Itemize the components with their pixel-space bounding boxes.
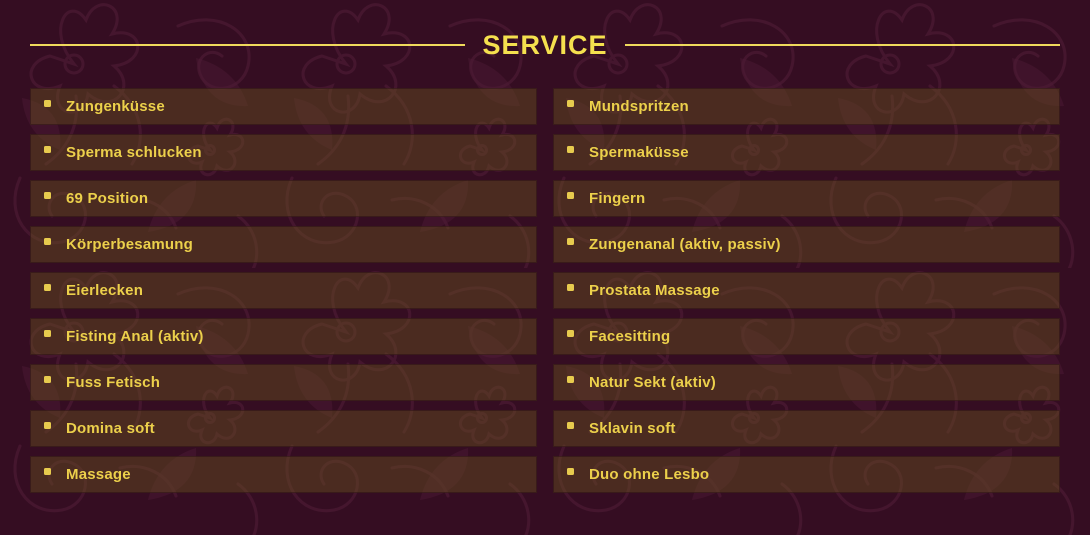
- service-item-label: Domina soft: [66, 420, 155, 437]
- service-item: Facesitting: [553, 318, 1060, 355]
- service-item: Zungenküsse: [30, 88, 537, 125]
- service-item-label: Duo ohne Lesbo: [589, 466, 710, 483]
- square-bullet-icon: [567, 284, 574, 291]
- service-columns: Zungenküsse Sperma schlucken 69 Position…: [30, 88, 1060, 502]
- service-item-label: Zungenküsse: [66, 98, 165, 115]
- service-list-left: Zungenküsse Sperma schlucken 69 Position…: [30, 88, 537, 502]
- square-bullet-icon: [567, 422, 574, 429]
- service-item-label: Sperma schlucken: [66, 144, 202, 161]
- service-item: Fisting Anal (aktiv): [30, 318, 537, 355]
- service-item-label: Fuss Fetisch: [66, 374, 161, 391]
- page-title: SERVICE: [482, 30, 608, 60]
- square-bullet-icon: [44, 284, 51, 291]
- service-item-label: Eierlecken: [66, 282, 144, 299]
- service-list-right: Mundspritzen Spermaküsse Fingern Zungena…: [553, 88, 1060, 502]
- service-item-label: Mundspritzen: [589, 98, 689, 115]
- service-item: Prostata Massage: [553, 272, 1060, 309]
- service-item-label: Fisting Anal (aktiv): [66, 328, 204, 345]
- service-content: SERVICE Zungenküsse Sperma schlucken 69 …: [30, 30, 1061, 502]
- service-item: Sklavin soft: [553, 410, 1060, 447]
- service-item: Fuss Fetisch: [30, 364, 537, 401]
- service-item-label: Spermaküsse: [589, 144, 689, 161]
- service-item-label: Prostata Massage: [589, 282, 720, 299]
- square-bullet-icon: [44, 422, 51, 429]
- square-bullet-icon: [44, 330, 51, 337]
- service-item: Eierlecken: [30, 272, 537, 309]
- service-item-label: 69 Position: [66, 190, 149, 207]
- service-item: Massage: [30, 456, 537, 493]
- service-item-label: Natur Sekt (aktiv): [589, 374, 716, 391]
- service-item: Sperma schlucken: [30, 134, 537, 171]
- service-item: Duo ohne Lesbo: [553, 456, 1060, 493]
- service-item: Zungenanal (aktiv, passiv): [553, 226, 1060, 263]
- service-item-label: Körperbesamung: [66, 236, 193, 253]
- service-item: Spermaküsse: [553, 134, 1060, 171]
- service-item-label: Zungenanal (aktiv, passiv): [589, 236, 781, 253]
- square-bullet-icon: [567, 100, 574, 107]
- service-item: Fingern: [553, 180, 1060, 217]
- square-bullet-icon: [44, 192, 51, 199]
- square-bullet-icon: [567, 376, 574, 383]
- square-bullet-icon: [567, 238, 574, 245]
- square-bullet-icon: [44, 468, 51, 475]
- square-bullet-icon: [567, 330, 574, 337]
- service-item: Natur Sekt (aktiv): [553, 364, 1060, 401]
- service-item: Körperbesamung: [30, 226, 537, 263]
- square-bullet-icon: [567, 192, 574, 199]
- square-bullet-icon: [567, 468, 574, 475]
- service-item-label: Massage: [66, 466, 131, 483]
- service-item: Mundspritzen: [553, 88, 1060, 125]
- divider-line-right: [624, 44, 1061, 46]
- square-bullet-icon: [44, 100, 51, 107]
- square-bullet-icon: [44, 376, 51, 383]
- service-item-label: Facesitting: [589, 328, 671, 345]
- square-bullet-icon: [44, 238, 51, 245]
- divider-line-left: [30, 44, 466, 46]
- service-item: Domina soft: [30, 410, 537, 447]
- service-item-label: Fingern: [589, 190, 646, 207]
- section-header: SERVICE: [30, 30, 1061, 60]
- square-bullet-icon: [567, 146, 574, 153]
- service-item: 69 Position: [30, 180, 537, 217]
- square-bullet-icon: [44, 146, 51, 153]
- service-item-label: Sklavin soft: [589, 420, 676, 437]
